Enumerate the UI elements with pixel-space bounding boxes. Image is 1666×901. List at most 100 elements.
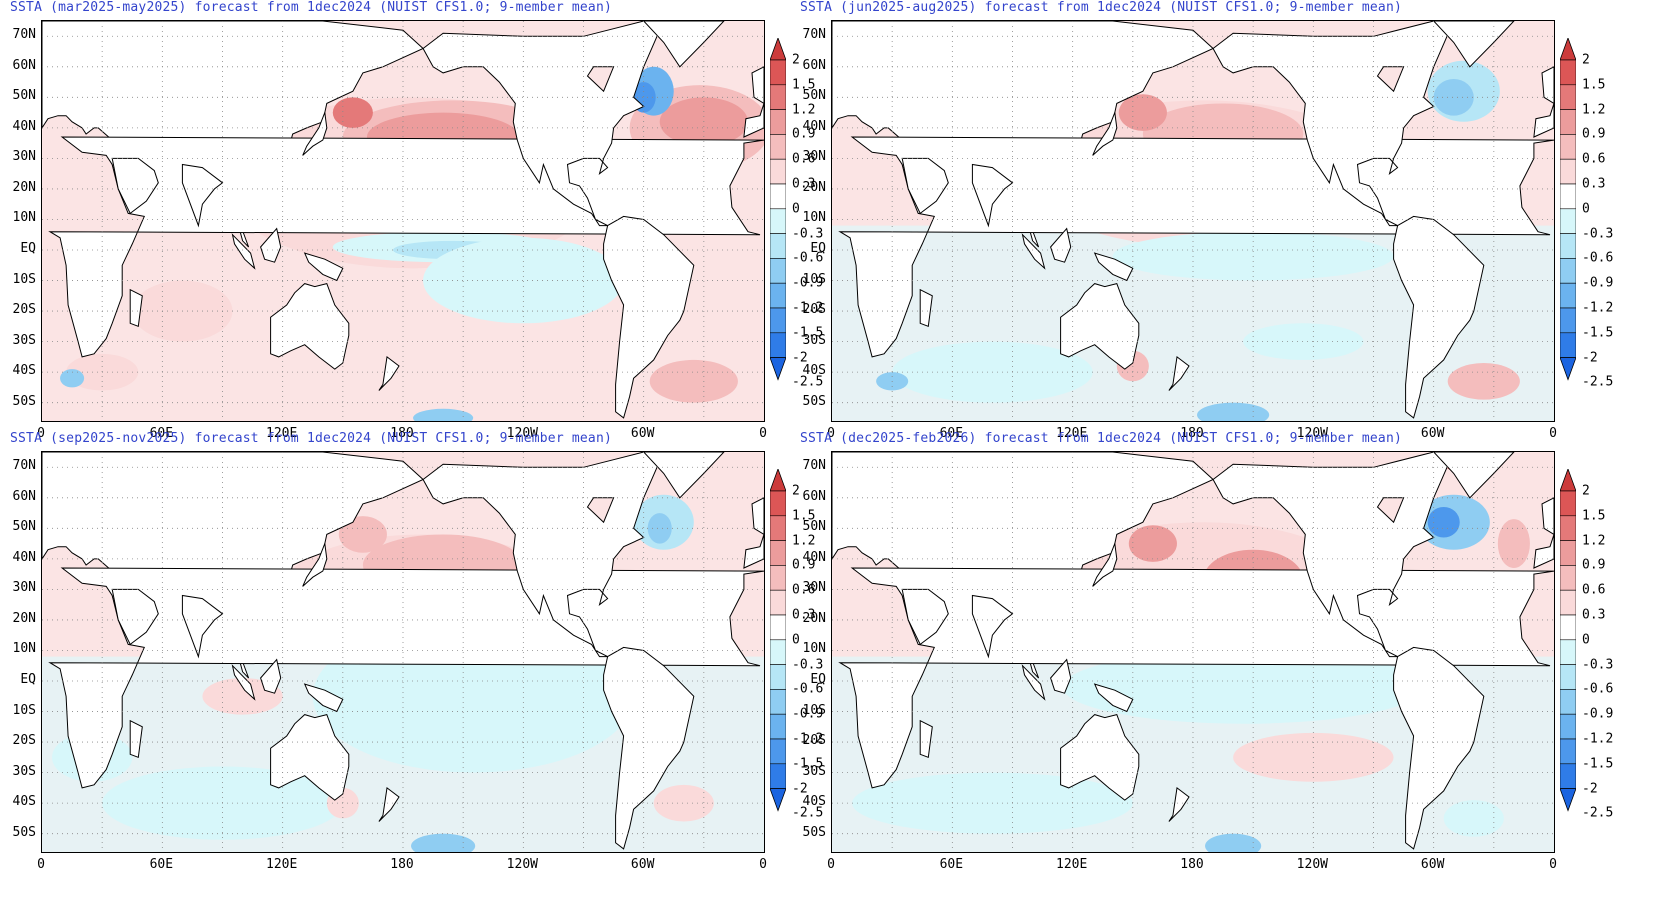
map-panel: SSTA (jun2025-aug2025) forecast from 1de… [790,0,1623,450]
colorbar-tick-label: -2 [792,781,808,797]
colorbar-swatch [1560,109,1576,135]
land-mass [838,567,1554,789]
colorbar-tick-label: -0.6 [1582,681,1614,697]
colorbar-tick-label: -2 [1582,350,1598,366]
colorbar-tick-label: -1.5 [1582,756,1614,772]
colorbar-tick-label: -1.5 [1582,325,1614,341]
colorbar-swatch [770,738,786,765]
colorbar-tick-label: -1.5 [792,756,824,772]
colorbar [1560,469,1576,812]
colorbar-tick-label: 1.5 [1582,508,1606,524]
anomaly-contour [338,516,387,553]
land-mass [901,588,949,646]
lat-tick-label: 30S [12,332,36,348]
lon-tick-label: 60E [939,857,964,872]
colorbar-min-arrow [770,788,786,812]
anomaly-contour [1243,323,1364,360]
anomaly-contour [653,784,714,822]
colorbar-max-arrow [770,469,786,492]
colorbar-swatch [770,109,786,135]
lon-tick-label: 60E [939,426,964,441]
land-mass [48,136,764,358]
colorbar-tick-label: 1.5 [792,77,816,93]
lon-tick-label: 60W [630,857,655,872]
colorbar-swatch [770,59,786,86]
sst-anomaly-map [831,451,1555,853]
colorbar-tick-label: 0.3 [792,176,816,192]
land-mass [743,497,764,569]
inland-sea [586,497,615,524]
sst-anomaly-map [41,451,765,853]
lat-tick-label: 50N [802,519,826,535]
panel-title: SSTA (sep2025-nov2025) forecast from 1de… [10,431,612,446]
land-mass [260,227,282,263]
anomaly-contour [60,369,85,388]
land-mass [919,719,933,758]
colorbar-max-arrow [770,38,786,61]
land-mass [303,683,344,713]
colorbar-swatch [1560,664,1576,690]
colorbar-tick-label: 0.6 [1582,151,1606,167]
lon-tick-label: 0 [37,426,45,441]
colorbar-tick-label: -2.5 [1582,805,1614,821]
lat-tick-label: 10S [802,702,826,718]
land-mass [303,252,344,282]
land-mass [181,163,224,228]
land-mass [1060,714,1140,801]
colorbar-tick-label: -2.5 [792,805,824,821]
colorbar-swatch [770,282,786,309]
colorbar-tick-label: 1.2 [792,533,816,549]
anomaly-contour [1433,79,1474,116]
land-mass [302,112,328,156]
land-mass [378,355,400,391]
land-mass [1050,227,1072,263]
lat-tick-label: 30S [802,763,826,779]
land-mass [643,21,725,68]
land-mass [1093,683,1134,713]
lat-tick-label: 20N [12,179,36,195]
map-svg [42,21,764,421]
lon-tick-label: 180 [390,426,414,441]
panel-title: SSTA (jun2025-aug2025) forecast from 1de… [800,0,1402,15]
lon-tick-label: 60W [630,426,655,441]
colorbar-swatch [770,639,786,665]
colorbar-tick-label: -0.3 [792,657,824,673]
lat-tick-label: 10N [802,641,826,657]
land-mass [1050,658,1072,694]
colorbar-swatch [770,589,786,616]
colorbar-swatch [1560,233,1576,259]
colorbar-min-arrow [1560,357,1576,381]
colorbar-swatch [1560,208,1576,234]
colorbar-swatch [770,183,786,210]
map-panel: SSTA (dec2025-feb2026) forecast from 1de… [790,431,1623,881]
inland-sea [1376,497,1405,524]
colorbar-tick-label: 0.9 [1582,557,1606,573]
land-mass [1168,355,1190,391]
colorbar-swatch [1560,689,1576,715]
colorbar-swatch [1560,258,1576,284]
lat-tick-label: 20S [802,733,826,749]
lat-tick-label: 40S [12,794,36,810]
lat-tick-label: EQ [20,241,36,256]
land-mass [919,288,933,327]
anomaly-contour [1197,402,1270,421]
lon-tick-label: 60E [149,857,174,872]
land-mass [302,543,328,587]
colorbar-swatch [1560,158,1576,185]
colorbar-swatch [770,763,786,789]
colorbar-tick-label: 1.2 [792,102,816,118]
colorbar-swatch [1560,614,1576,641]
colorbar-tick-label: -0.9 [1582,275,1614,291]
colorbar-swatch [1560,589,1576,616]
lat-tick-label: 70N [802,458,826,474]
colorbar-swatch [1560,763,1576,789]
lat-tick-label: 70N [802,27,826,43]
lat-tick-label: 30N [802,149,826,165]
colorbar-tick-label: -0.3 [1582,657,1614,673]
land-mass [378,786,400,822]
lon-tick-label: 0 [759,857,767,872]
lat-tick-label: 10N [12,641,36,657]
lat-tick-label: 10S [12,702,36,718]
lat-tick-label: 50S [802,824,826,840]
colorbar-swatch [1560,183,1576,210]
